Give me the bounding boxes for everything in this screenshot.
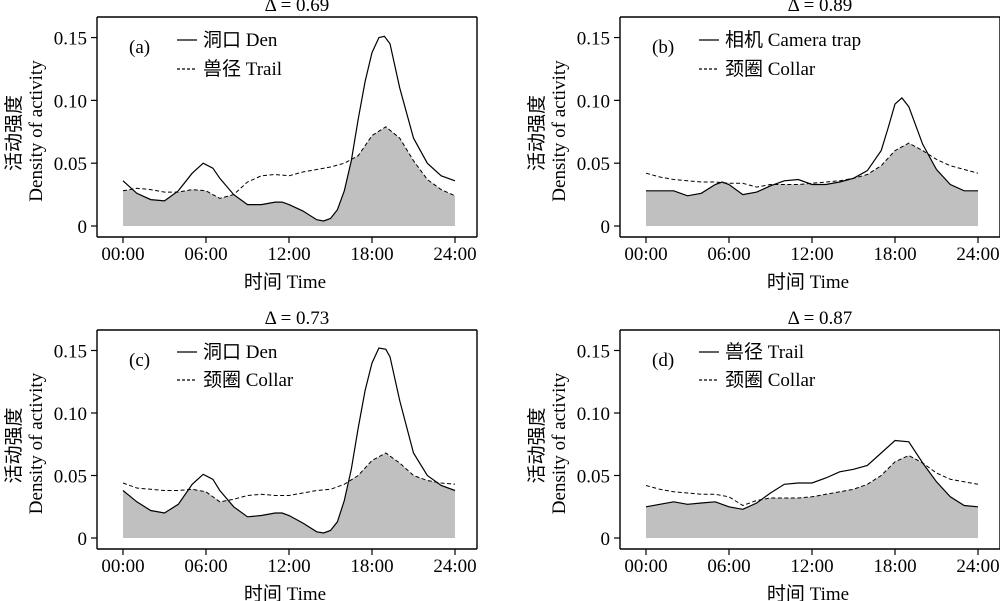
series-line-2 [645,454,979,507]
y-tick-label: 0 [601,529,611,550]
x-tick-label: 12:00 [267,244,310,265]
y-axis-label-cn: 活动强度 [3,407,25,483]
x-tick-label: 18:00 [350,556,393,577]
x-tick-label: 12:00 [790,556,833,577]
chart-panel-b: 0 0.05 0.10 0.15 00:00 06:00 12:00 18:00 24:00 Δ … [526,0,1000,293]
legend-label-1: 相机 Camera trap [725,29,861,51]
x-tick-label: 06:00 [707,556,750,577]
x-tick-label: 00:00 [624,244,667,265]
x-tick-label: 06:00 [707,244,750,265]
y-tick-label: 0.05 [54,154,87,175]
series-line-2 [122,452,456,503]
series-line-1 [122,35,456,222]
x-tick-label: 06:00 [184,244,227,265]
x-tick-label: 18:00 [873,244,916,265]
y-tick-label: 0.05 [577,154,610,175]
y-axis-label-en: Density of activity [549,372,570,514]
x-tick-label: 00:00 [101,556,144,577]
panel-title: Δ = 0.69 [265,0,330,16]
y-axis-label-en: Density of activity [549,60,570,202]
chart-panel-a: 0 0.05 0.10 0.15 00:00 06:00 12:00 18:00 24:00 Δ … [3,0,478,293]
x-tick-label: 12:00 [267,556,310,577]
y-tick-label: 0.10 [54,91,87,112]
y-tick-label: 0.10 [577,91,610,112]
y-axis-label-cn: 活动强度 [526,95,548,171]
panel-title: Δ = 0.89 [788,0,853,16]
panel-title: Δ = 0.87 [788,308,853,329]
x-tick-label: 24:00 [956,244,999,265]
x-axis-label: 时间 Time [767,271,849,293]
legend-label-1: 洞口 Den [203,341,278,363]
y-tick-label: 0.10 [54,404,87,425]
legend-label-1: 兽径 Trail [725,341,804,363]
legend-label-2: 颈圈 Collar [203,370,294,391]
overlap-area [123,453,455,538]
y-tick-label: 0.15 [54,29,87,50]
x-axis-label: 时间 Time [244,271,326,293]
y-axis-label-cn: 活动强度 [526,407,548,483]
panel-title: Δ = 0.73 [265,308,330,329]
panel-label: (a) [129,37,150,58]
y-tick-label: 0 [601,217,611,238]
x-tick-label: 24:00 [956,556,999,577]
legend-label-2: 颈圈 Collar [725,370,816,391]
y-tick-label: 0.05 [54,467,87,488]
series-line-2 [122,126,456,199]
x-tick-label: 18:00 [873,556,916,577]
chart-panel-c: 0 0.05 0.10 0.15 00:00 06:00 12:00 18:00 24:00 Δ … [3,308,478,601]
overlap-area [646,455,978,538]
x-axis-label: 时间 Time [244,583,326,601]
series-line-1 [122,347,456,534]
y-tick-label: 0.10 [577,404,610,425]
panel-label: (d) [652,350,674,371]
legend-label-2: 兽径 Trail [203,58,282,80]
y-tick-label: 0.05 [577,467,610,488]
y-axis-label-cn: 活动强度 [3,95,25,171]
y-tick-label: 0.15 [577,342,610,363]
panel-label: (c) [129,350,150,371]
x-tick-label: 00:00 [624,556,667,577]
y-tick-label: 0.15 [577,29,610,50]
y-tick-label: 0 [78,217,88,238]
x-tick-label: 00:00 [101,244,144,265]
series-line-1 [646,97,978,197]
chart-panel-d: 0 0.05 0.10 0.15 00:00 06:00 12:00 18:00 24:00 Δ … [526,308,1000,601]
panel-label: (b) [652,37,674,58]
legend-label-1: 洞口 Den [203,29,278,51]
x-tick-label: 12:00 [790,244,833,265]
y-tick-label: 0.15 [54,342,87,363]
legend-label-2: 颈圈 Collar [725,59,816,80]
y-tick-label: 0 [78,529,88,550]
x-tick-label: 24:00 [433,556,476,577]
x-axis-label: 时间 Time [767,583,849,601]
x-tick-label: 06:00 [184,556,227,577]
y-axis-label-en: Density of activity [26,372,47,514]
x-tick-label: 18:00 [350,244,393,265]
overlap-area [123,126,455,226]
x-tick-label: 24:00 [433,244,476,265]
y-axis-label-en: Density of activity [26,60,47,202]
